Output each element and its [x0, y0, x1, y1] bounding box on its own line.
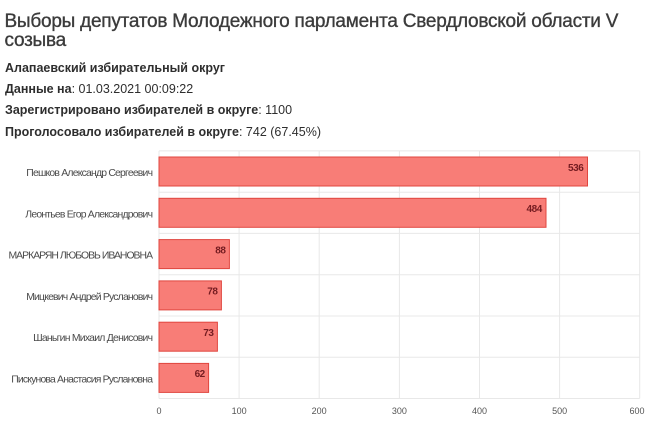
svg-text:73: 73	[203, 328, 214, 339]
svg-text:Пискунова Анастасия Руслановна: Пискунова Анастасия Руслановна	[11, 375, 153, 386]
svg-text:Шаньгин Михаил Денисович: Шаньгин Михаил Денисович	[33, 333, 153, 344]
svg-text:500: 500	[552, 406, 567, 416]
svg-text:200: 200	[312, 406, 327, 416]
svg-text:300: 300	[392, 406, 407, 416]
svg-text:Мицкевич Андрей Русланович: Мицкевич Андрей Русланович	[26, 292, 153, 303]
svg-text:400: 400	[472, 406, 487, 416]
svg-text:600: 600	[629, 406, 644, 416]
svg-text:МАРКАРЯН ЛЮБОВЬ ИВАНОВНА: МАРКАРЯН ЛЮБОВЬ ИВАНОВНА	[9, 251, 154, 262]
svg-text:62: 62	[195, 369, 206, 380]
svg-text:78: 78	[207, 287, 218, 298]
svg-text:0: 0	[156, 406, 161, 416]
svg-text:88: 88	[215, 245, 226, 256]
svg-text:Леонтьев Егор Александрович: Леонтьев Егор Александрович	[25, 209, 153, 220]
svg-text:484: 484	[527, 204, 543, 215]
svg-text:536: 536	[568, 163, 584, 174]
svg-text:Пешков Александр Сергеевич: Пешков Александр Сергеевич	[26, 168, 153, 179]
svg-text:100: 100	[232, 406, 247, 416]
